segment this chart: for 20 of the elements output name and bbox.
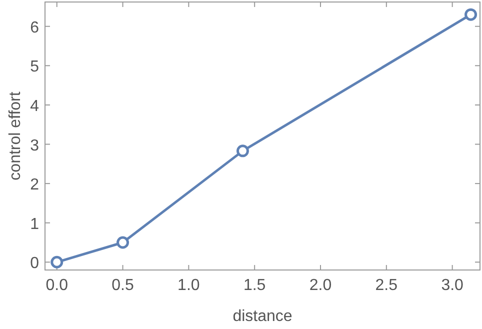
y-tick-label: 3: [30, 137, 40, 154]
x-tick-label: 1.0: [178, 277, 200, 294]
y-tick-label: 0: [30, 255, 40, 272]
x-tick-label: 0.0: [46, 277, 68, 294]
x-tick-label: 2.5: [375, 277, 398, 294]
y-tick-label: 1: [30, 216, 40, 233]
point: [50, 256, 64, 268]
x-tick-label: 1.5: [243, 277, 266, 294]
point: [236, 144, 249, 158]
y-tick-label: 6: [30, 19, 40, 36]
y-tick-label: 4: [30, 98, 40, 115]
x-tick-label: 3.0: [441, 277, 464, 294]
y-tick-label: 2: [30, 176, 40, 194]
y-axis-title: control effort: [7, 91, 24, 180]
x-tick-label: 0.5: [112, 277, 134, 294]
y-tick-label: 5: [30, 58, 40, 76]
x-axis-title: distance: [232, 308, 292, 325]
point: [464, 8, 478, 21]
point: [116, 236, 130, 249]
x-tick-label: 2.0: [309, 277, 332, 294]
